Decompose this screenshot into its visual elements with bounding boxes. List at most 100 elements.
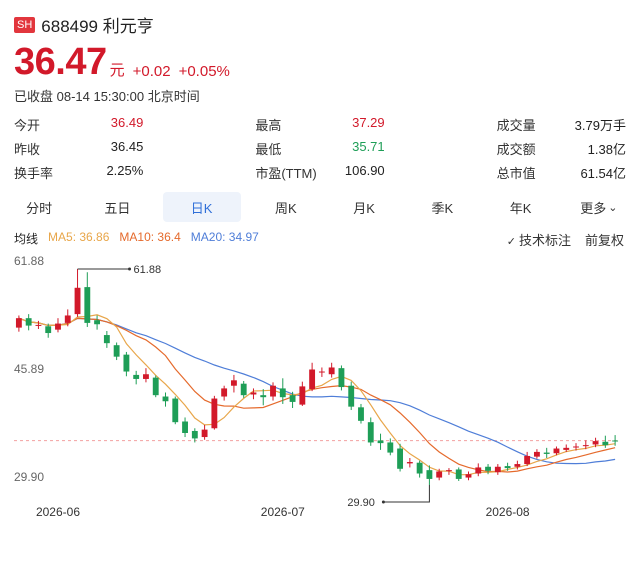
y-tick-label: 61.88 xyxy=(14,254,44,268)
tab-intraday[interactable]: 分时 xyxy=(0,192,78,222)
tab-daily-k[interactable]: 日K xyxy=(162,192,241,222)
stat-value: 3.79万手 xyxy=(574,117,626,133)
candle-body xyxy=(465,474,472,478)
candle-body xyxy=(524,455,531,465)
stat-value: 36.49 xyxy=(110,114,144,130)
stat-label: 总市值 xyxy=(496,165,536,181)
tab-monthly-k[interactable]: 月K xyxy=(325,192,403,222)
candle-body xyxy=(74,287,81,315)
period-tabs: 分时 五日 日K 周K 月K 季K 年K 更多 ⌄ xyxy=(0,192,638,222)
stat-value: 37.29 xyxy=(352,114,385,130)
stat-label: 最低 xyxy=(255,141,282,157)
price-change-pct: +0.05% xyxy=(178,63,230,80)
stat-turnover-rate: 换手率 2.25% xyxy=(14,163,143,182)
candle-body xyxy=(103,335,110,344)
header: SH 688499 利元亨 xyxy=(14,12,154,37)
stat-value: 1.38亿 xyxy=(587,141,626,157)
candle-body xyxy=(504,466,511,469)
stats-row: 换手率 2.25% 市盈(TTM) 106.90 总市值 61.54亿 xyxy=(14,160,626,184)
ma5-value: MA5: 36.86 xyxy=(48,230,110,244)
candle-body xyxy=(348,385,355,407)
stat-label: 市盈(TTM) xyxy=(255,165,317,181)
x-tick-label: 2026-08 xyxy=(486,505,530,519)
stats-row: 昨收 36.45 最低 35.71 成交额 1.38亿 xyxy=(14,136,626,160)
candle-body xyxy=(602,441,609,446)
candle-body xyxy=(494,466,501,473)
stat-label: 最高 xyxy=(255,117,282,133)
candle-body xyxy=(172,398,179,423)
candle-body xyxy=(25,318,32,326)
candle-body xyxy=(201,429,208,438)
stat-low: 最低 35.71 xyxy=(255,139,384,158)
tab-more[interactable]: 更多 ⌄ xyxy=(560,192,638,222)
tab-label: 更多 xyxy=(580,200,607,216)
y-tick-label: 29.90 xyxy=(14,470,44,484)
tab-quarterly-k[interactable]: 季K xyxy=(403,192,481,222)
candle-body xyxy=(328,367,335,375)
kline-chart[interactable]: 61.88 45.89 29.90 61.88 29.90 2026-06 2026-07 2… xyxy=(0,250,638,530)
tab-five-day[interactable]: 五日 xyxy=(78,192,156,222)
candle-body xyxy=(15,318,22,328)
candle-body xyxy=(338,368,345,388)
adjust-button[interactable]: 前复权 xyxy=(584,233,624,248)
candle-body xyxy=(55,323,61,330)
min-price-label: 29.90 xyxy=(347,497,375,509)
candle-body xyxy=(113,345,120,357)
stat-value: 106.90 xyxy=(344,162,385,178)
tab-label: 年K xyxy=(509,200,532,216)
candle-body xyxy=(45,326,52,334)
tab-label: 日K xyxy=(190,200,213,216)
candle-body xyxy=(426,470,433,479)
max-price-dot xyxy=(128,267,132,271)
tab-label: 分时 xyxy=(26,200,53,216)
candle-body xyxy=(446,470,452,472)
x-tick-label: 2026-06 xyxy=(36,505,80,519)
candle-body xyxy=(533,451,540,457)
candle-body xyxy=(152,377,159,396)
candle-body xyxy=(475,467,482,474)
candle-body xyxy=(162,396,169,402)
stat-value: 2.25% xyxy=(106,162,144,178)
candle-body xyxy=(485,466,491,471)
candle-body xyxy=(240,383,247,396)
candle-body xyxy=(94,320,101,325)
candle-body xyxy=(455,469,462,479)
candle-body xyxy=(289,395,296,402)
max-price-label: 61.88 xyxy=(134,264,162,276)
stat-value: 61.54亿 xyxy=(580,165,626,181)
tab-label: 周K xyxy=(275,200,297,216)
candle-body xyxy=(230,380,237,386)
candle-body xyxy=(514,464,521,467)
price-unit: 元 xyxy=(109,62,125,79)
ma20-line xyxy=(18,317,616,465)
exchange-badge: SH xyxy=(14,16,36,33)
stats-row: 今开 36.49 最高 37.29 成交量 3.79万手 xyxy=(14,112,626,136)
candle-body xyxy=(182,421,188,433)
candle-body xyxy=(299,386,306,405)
market-status: 已收盘 08-14 15:30:00 北京时间 xyxy=(14,89,200,104)
stat-label: 成交量 xyxy=(496,117,536,133)
tab-yearly-k[interactable]: 年K xyxy=(482,192,560,222)
stat-prev-close: 昨收 36.45 xyxy=(14,139,143,158)
candle-body xyxy=(35,324,42,326)
candle-body xyxy=(133,374,140,379)
indicator-button[interactable]: ✓ 技术标注 xyxy=(507,230,571,249)
ma-label: 均线 xyxy=(14,232,39,246)
candle-body xyxy=(221,388,228,397)
candle-body xyxy=(358,407,364,421)
y-tick-label: 45.89 xyxy=(14,362,44,376)
candle-body xyxy=(563,447,570,450)
candle-body xyxy=(143,374,149,379)
candle-body xyxy=(582,445,589,447)
x-tick-label: 2026-07 xyxy=(261,505,305,519)
candle-body xyxy=(260,395,267,398)
tab-weekly-k[interactable]: 周K xyxy=(247,192,325,222)
ma10-value: MA10: 36.4 xyxy=(119,230,181,244)
min-price-dot xyxy=(381,500,385,504)
candle-body xyxy=(592,441,599,445)
current-price: 36.47 xyxy=(14,41,107,83)
stat-value: 35.71 xyxy=(352,138,385,154)
stat-value: 36.45 xyxy=(110,138,144,154)
chart-tools: ✓ 技术标注 前复权 xyxy=(507,230,624,249)
stats-grid: 今开 36.49 最高 37.29 成交量 3.79万手 昨收 36.45 最低 35.7… xyxy=(14,112,626,184)
